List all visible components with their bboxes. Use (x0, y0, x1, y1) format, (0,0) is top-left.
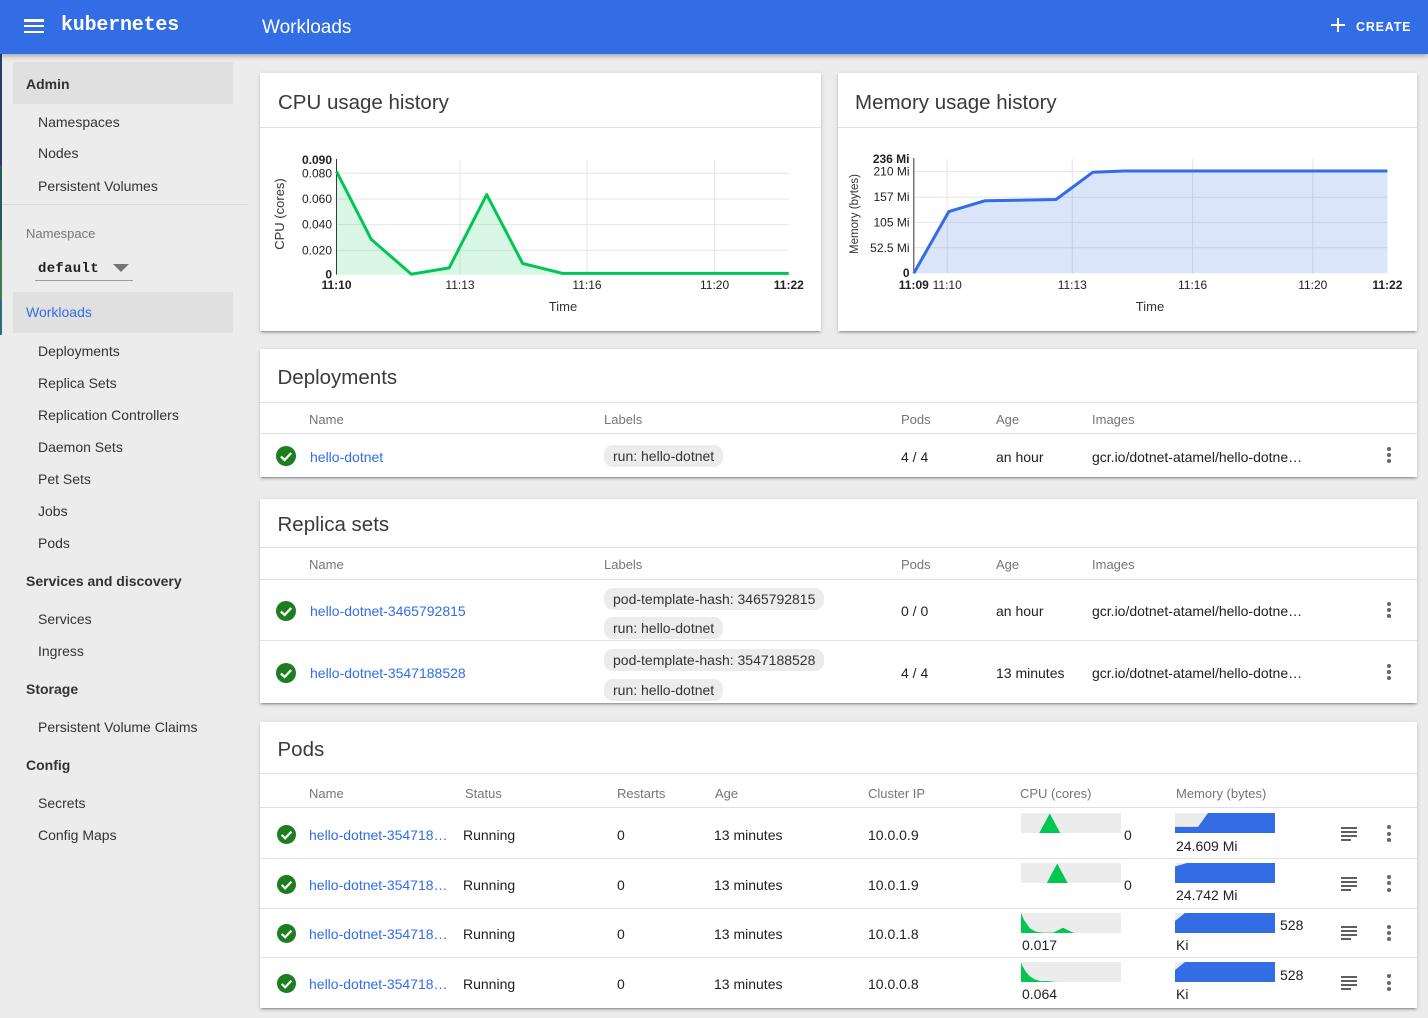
svg-text:11:22: 11:22 (774, 278, 804, 292)
svg-text:0: 0 (325, 268, 332, 282)
svg-text:0.060: 0.060 (302, 192, 332, 206)
svg-text:Time: Time (549, 299, 577, 314)
svg-text:11:10: 11:10 (321, 278, 351, 292)
svg-text:11:22: 11:22 (1372, 278, 1402, 292)
svg-text:11:16: 11:16 (1178, 278, 1207, 292)
svg-text:0: 0 (903, 266, 910, 280)
svg-text:210 Mi: 210 Mi (873, 165, 909, 179)
svg-text:0.040: 0.040 (302, 218, 332, 232)
svg-text:157 Mi: 157 Mi (873, 190, 909, 204)
svg-text:11:20: 11:20 (1298, 278, 1327, 292)
svg-text:52.5 Mi: 52.5 Mi (870, 241, 909, 255)
svg-text:Time: Time (1136, 299, 1164, 314)
svg-text:CPU (cores): CPU (cores) (272, 178, 287, 250)
svg-text:0.090: 0.090 (302, 153, 332, 167)
svg-text:0.020: 0.020 (302, 243, 332, 257)
svg-text:236 Mi: 236 Mi (873, 152, 910, 166)
svg-text:11:09: 11:09 (899, 278, 929, 292)
svg-text:0.080: 0.080 (302, 166, 332, 180)
svg-text:11:10: 11:10 (933, 278, 962, 292)
svg-text:11:13: 11:13 (445, 278, 474, 292)
svg-text:105 Mi: 105 Mi (873, 215, 909, 229)
svg-text:11:13: 11:13 (1058, 278, 1087, 292)
svg-text:11:20: 11:20 (700, 278, 729, 292)
svg-text:Memory (bytes): Memory (bytes) (849, 174, 861, 254)
svg-text:11:16: 11:16 (572, 278, 601, 292)
